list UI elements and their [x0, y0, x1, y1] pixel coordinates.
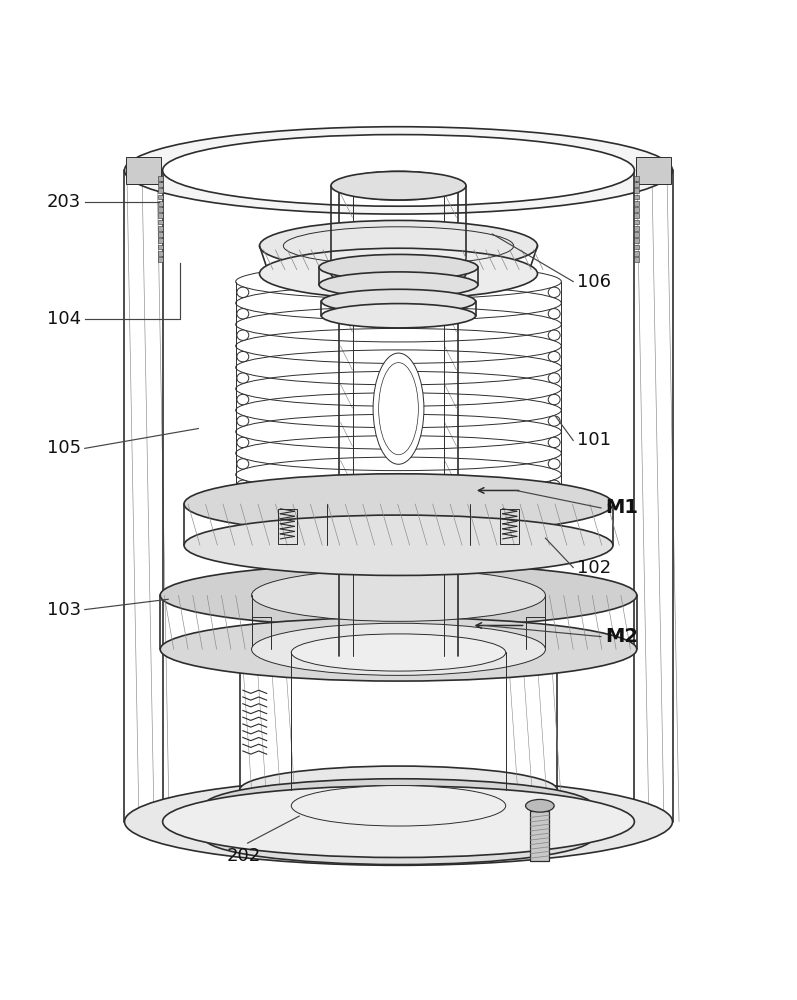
Ellipse shape: [331, 259, 466, 288]
Ellipse shape: [237, 480, 249, 490]
Ellipse shape: [379, 363, 418, 455]
Ellipse shape: [525, 799, 554, 812]
Bar: [634, 226, 639, 231]
Bar: [158, 201, 163, 206]
Ellipse shape: [237, 437, 249, 448]
Ellipse shape: [260, 220, 537, 271]
Ellipse shape: [252, 623, 545, 675]
Ellipse shape: [321, 304, 476, 328]
Bar: [634, 195, 639, 199]
Ellipse shape: [204, 811, 593, 865]
Text: M2: M2: [605, 627, 638, 646]
Bar: [634, 182, 639, 187]
Bar: [158, 226, 163, 231]
Ellipse shape: [240, 766, 557, 814]
Ellipse shape: [252, 569, 545, 621]
Ellipse shape: [163, 786, 634, 857]
Ellipse shape: [548, 459, 560, 469]
Ellipse shape: [237, 459, 249, 469]
Ellipse shape: [548, 394, 560, 405]
Ellipse shape: [237, 394, 249, 405]
Text: 103: 103: [47, 601, 80, 619]
Ellipse shape: [237, 287, 249, 297]
Bar: [158, 213, 163, 218]
Ellipse shape: [260, 248, 537, 299]
Ellipse shape: [548, 287, 560, 297]
Bar: [634, 245, 639, 249]
Ellipse shape: [184, 515, 613, 575]
Bar: [278, 509, 296, 544]
Text: 203: 203: [46, 193, 80, 211]
Bar: [634, 188, 639, 193]
Text: 106: 106: [577, 273, 611, 291]
Ellipse shape: [237, 351, 249, 362]
Bar: [634, 251, 639, 256]
Ellipse shape: [548, 373, 560, 383]
Bar: [158, 257, 163, 262]
Ellipse shape: [124, 778, 673, 865]
Ellipse shape: [548, 480, 560, 490]
Ellipse shape: [237, 416, 249, 426]
Bar: [634, 232, 639, 237]
Ellipse shape: [160, 618, 637, 681]
Text: 202: 202: [226, 847, 261, 865]
Bar: [634, 257, 639, 262]
Bar: [634, 238, 639, 243]
Ellipse shape: [240, 629, 557, 676]
Bar: [634, 213, 639, 218]
Bar: [158, 251, 163, 256]
Ellipse shape: [353, 176, 444, 196]
Ellipse shape: [548, 330, 560, 340]
Bar: [158, 238, 163, 243]
Bar: [501, 509, 519, 544]
Bar: [126, 157, 161, 184]
Bar: [634, 201, 639, 206]
Bar: [158, 182, 163, 187]
Ellipse shape: [548, 416, 560, 426]
Ellipse shape: [319, 254, 478, 280]
Bar: [158, 195, 163, 199]
Text: 102: 102: [577, 559, 611, 577]
Ellipse shape: [237, 330, 249, 340]
Ellipse shape: [237, 373, 249, 383]
Bar: [634, 220, 639, 224]
Ellipse shape: [291, 786, 506, 826]
Bar: [636, 157, 671, 184]
Ellipse shape: [331, 171, 466, 200]
Ellipse shape: [319, 272, 478, 298]
Bar: [158, 188, 163, 193]
Text: 105: 105: [47, 439, 80, 457]
Text: M1: M1: [605, 498, 638, 517]
Ellipse shape: [548, 437, 560, 448]
Ellipse shape: [373, 353, 424, 464]
Ellipse shape: [237, 309, 249, 319]
Ellipse shape: [548, 309, 560, 319]
Bar: [158, 220, 163, 224]
Bar: [158, 207, 163, 212]
Bar: [634, 176, 639, 181]
Text: 101: 101: [577, 431, 611, 449]
Bar: [158, 245, 163, 249]
Ellipse shape: [163, 135, 634, 206]
Ellipse shape: [291, 634, 506, 671]
Bar: [530, 811, 549, 861]
Ellipse shape: [339, 171, 458, 200]
Text: 104: 104: [47, 310, 80, 328]
Ellipse shape: [548, 351, 560, 362]
Ellipse shape: [204, 779, 593, 833]
Ellipse shape: [160, 564, 637, 627]
Bar: [158, 176, 163, 181]
Bar: [158, 232, 163, 237]
Ellipse shape: [184, 474, 613, 534]
Ellipse shape: [124, 127, 673, 214]
Bar: [634, 207, 639, 212]
Ellipse shape: [321, 289, 476, 314]
